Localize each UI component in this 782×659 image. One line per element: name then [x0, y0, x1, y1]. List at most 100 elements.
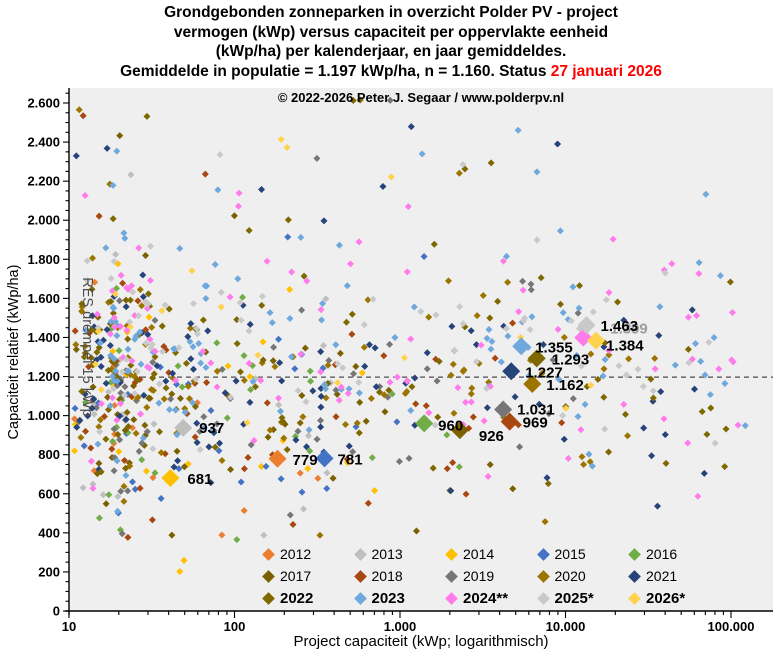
avg-label-2019: 1.031 — [517, 402, 555, 419]
svg-text:2.200: 2.200 — [27, 174, 60, 189]
avg-label-2013: 937 — [199, 420, 224, 437]
avg-label-2025: 1.463 — [601, 318, 639, 335]
res-threshold-label: RES drempel 15 kWp — [79, 277, 95, 417]
legend-label-2019: 2019 — [463, 568, 495, 584]
title-line-3: (kWp/ha) per kalenderjaar, en jaar gemid… — [215, 43, 567, 60]
avg-label-2015: 781 — [338, 451, 363, 468]
legend-swatch-2023 — [353, 591, 367, 605]
legend-label-2013: 2013 — [371, 546, 403, 562]
legend-swatch-2016 — [628, 547, 641, 561]
tick-marks — [63, 92, 732, 618]
legend-item-2015: 2015 — [533, 546, 625, 562]
avg-marker-2025 — [577, 316, 596, 335]
avg-marker-2017 — [450, 421, 469, 440]
avg-marker-2026 — [587, 331, 606, 350]
legend-swatch-2022 — [262, 591, 275, 605]
legend-swatch-2024 — [445, 591, 458, 605]
avg-label-2022: 1.293 — [552, 351, 590, 368]
legend-swatch-2013 — [353, 547, 367, 561]
svg-text:1.800: 1.800 — [27, 252, 60, 267]
average-markers — [161, 316, 606, 487]
avg-marker-2015 — [315, 449, 334, 468]
title-line-2: vermogen (kWp) versus capaciteit per opp… — [173, 23, 609, 41]
title-line-4: Gemiddelde in populatie = 1.197 kWp/ha, … — [0, 62, 782, 82]
legend-label-2025: 2025* — [554, 589, 594, 607]
chart-title: Grondgebonden zonneparken in overzicht P… — [0, 3, 782, 81]
legend-item-2022: 2022 — [258, 590, 350, 607]
legend-item-2020: 2020 — [533, 568, 625, 584]
scatter-points-2020 — [72, 106, 659, 539]
legend-item-2026: 2026* — [624, 590, 716, 607]
legend-swatch-2019 — [445, 569, 458, 583]
legend-item-2012: 2012 — [258, 546, 350, 562]
legend-item-2019: 2019 — [441, 568, 533, 584]
legend-swatch-2012 — [262, 547, 275, 561]
legend-item-2016: 2016 — [624, 546, 716, 562]
legend-item-2017: 2017 — [258, 568, 350, 584]
avg-label-2016: 960 — [438, 417, 463, 434]
svg-text:200: 200 — [38, 564, 60, 579]
legend: 2012 2013 2014 2015 2016 2017 2018 2019 2020 2021… — [258, 543, 716, 609]
svg-text:2.600: 2.600 — [27, 96, 60, 111]
legend-item-2023: 2023 — [350, 590, 442, 607]
svg-text:2.000: 2.000 — [27, 213, 60, 228]
legend-label-2015: 2015 — [554, 546, 586, 562]
svg-text:600: 600 — [38, 486, 60, 501]
avg-label-2026: 1.384 — [606, 338, 644, 355]
svg-text:1.000: 1.000 — [27, 408, 60, 423]
legend-swatch-2015 — [536, 547, 550, 561]
avg-label-2014: 681 — [187, 471, 212, 488]
avg-marker-2016 — [415, 414, 434, 433]
copyright-text: © 2022-2026 Peter J. Segaar / www.polder… — [277, 90, 565, 105]
svg-text:1.600: 1.600 — [27, 291, 60, 306]
legend-label-2022: 2022 — [280, 589, 314, 607]
legend-label-2014: 2014 — [463, 546, 495, 562]
legend-swatch-2025 — [536, 591, 550, 605]
svg-text:0: 0 — [53, 604, 60, 619]
avg-marker-2024 — [574, 328, 593, 347]
legend-swatch-2020 — [536, 569, 550, 583]
axes — [65, 88, 773, 615]
legend-item-2014: 2014 — [441, 546, 533, 562]
avg-label-2018: 969 — [523, 415, 548, 432]
legend-label-2021: 2021 — [646, 568, 678, 584]
svg-text:100.000: 100.000 — [708, 619, 755, 634]
legend-swatch-2021 — [628, 569, 641, 583]
legend-label-2023: 2023 — [371, 589, 405, 607]
avg-marker-2020 — [523, 374, 542, 393]
legend-item-2013: 2013 — [350, 546, 442, 562]
svg-text:800: 800 — [38, 447, 60, 462]
avg-label-2017: 926 — [479, 428, 504, 445]
svg-text:1.000: 1.000 — [384, 619, 417, 634]
tick-labels: 0 200 400 600 800 1.000 1.200 1.400 1.600 1.800 2.… — [27, 96, 754, 635]
avg-label-2012: 779 — [293, 452, 318, 469]
legend-swatch-2017 — [262, 569, 275, 583]
avg-label-2020: 1.162 — [546, 377, 584, 394]
title-subtitle-text: Gemiddelde in populatie = 1.197 kWp/ha, … — [120, 62, 551, 80]
svg-text:1.400: 1.400 — [27, 330, 60, 345]
svg-text:10: 10 — [62, 619, 76, 634]
legend-swatch-2018 — [353, 569, 367, 583]
avg-marker-2018 — [500, 412, 519, 431]
status-date: 27 januari 2026 — [550, 62, 662, 80]
svg-text:2.400: 2.400 — [27, 135, 60, 150]
legend-item-2018: 2018 — [350, 568, 442, 584]
avg-marker-2014 — [161, 468, 180, 487]
avg-marker-2012 — [268, 449, 287, 468]
avg-label-2023: 1.355 — [535, 339, 573, 356]
scatter-points-2023 — [82, 126, 749, 515]
legend-label-2020: 2020 — [554, 568, 586, 584]
avg-marker-2023 — [512, 337, 531, 356]
scatter-points-2026 — [91, 135, 595, 427]
scatter-points-2025 — [83, 151, 719, 454]
legend-label-2016: 2016 — [646, 546, 678, 562]
avg-label-2021: 1.227 — [525, 364, 563, 381]
x-axis-title: Project capaciteit (kWp; logarithmisch) — [293, 633, 549, 650]
legend-label-2012: 2012 — [280, 546, 312, 562]
avg-label-2024: 1.399 — [610, 321, 648, 338]
legend-item-2021: 2021 — [624, 568, 716, 584]
legend-label-2017: 2017 — [280, 568, 312, 584]
title-line-1: Grondgebonden zonneparken in overzicht P… — [164, 4, 618, 21]
